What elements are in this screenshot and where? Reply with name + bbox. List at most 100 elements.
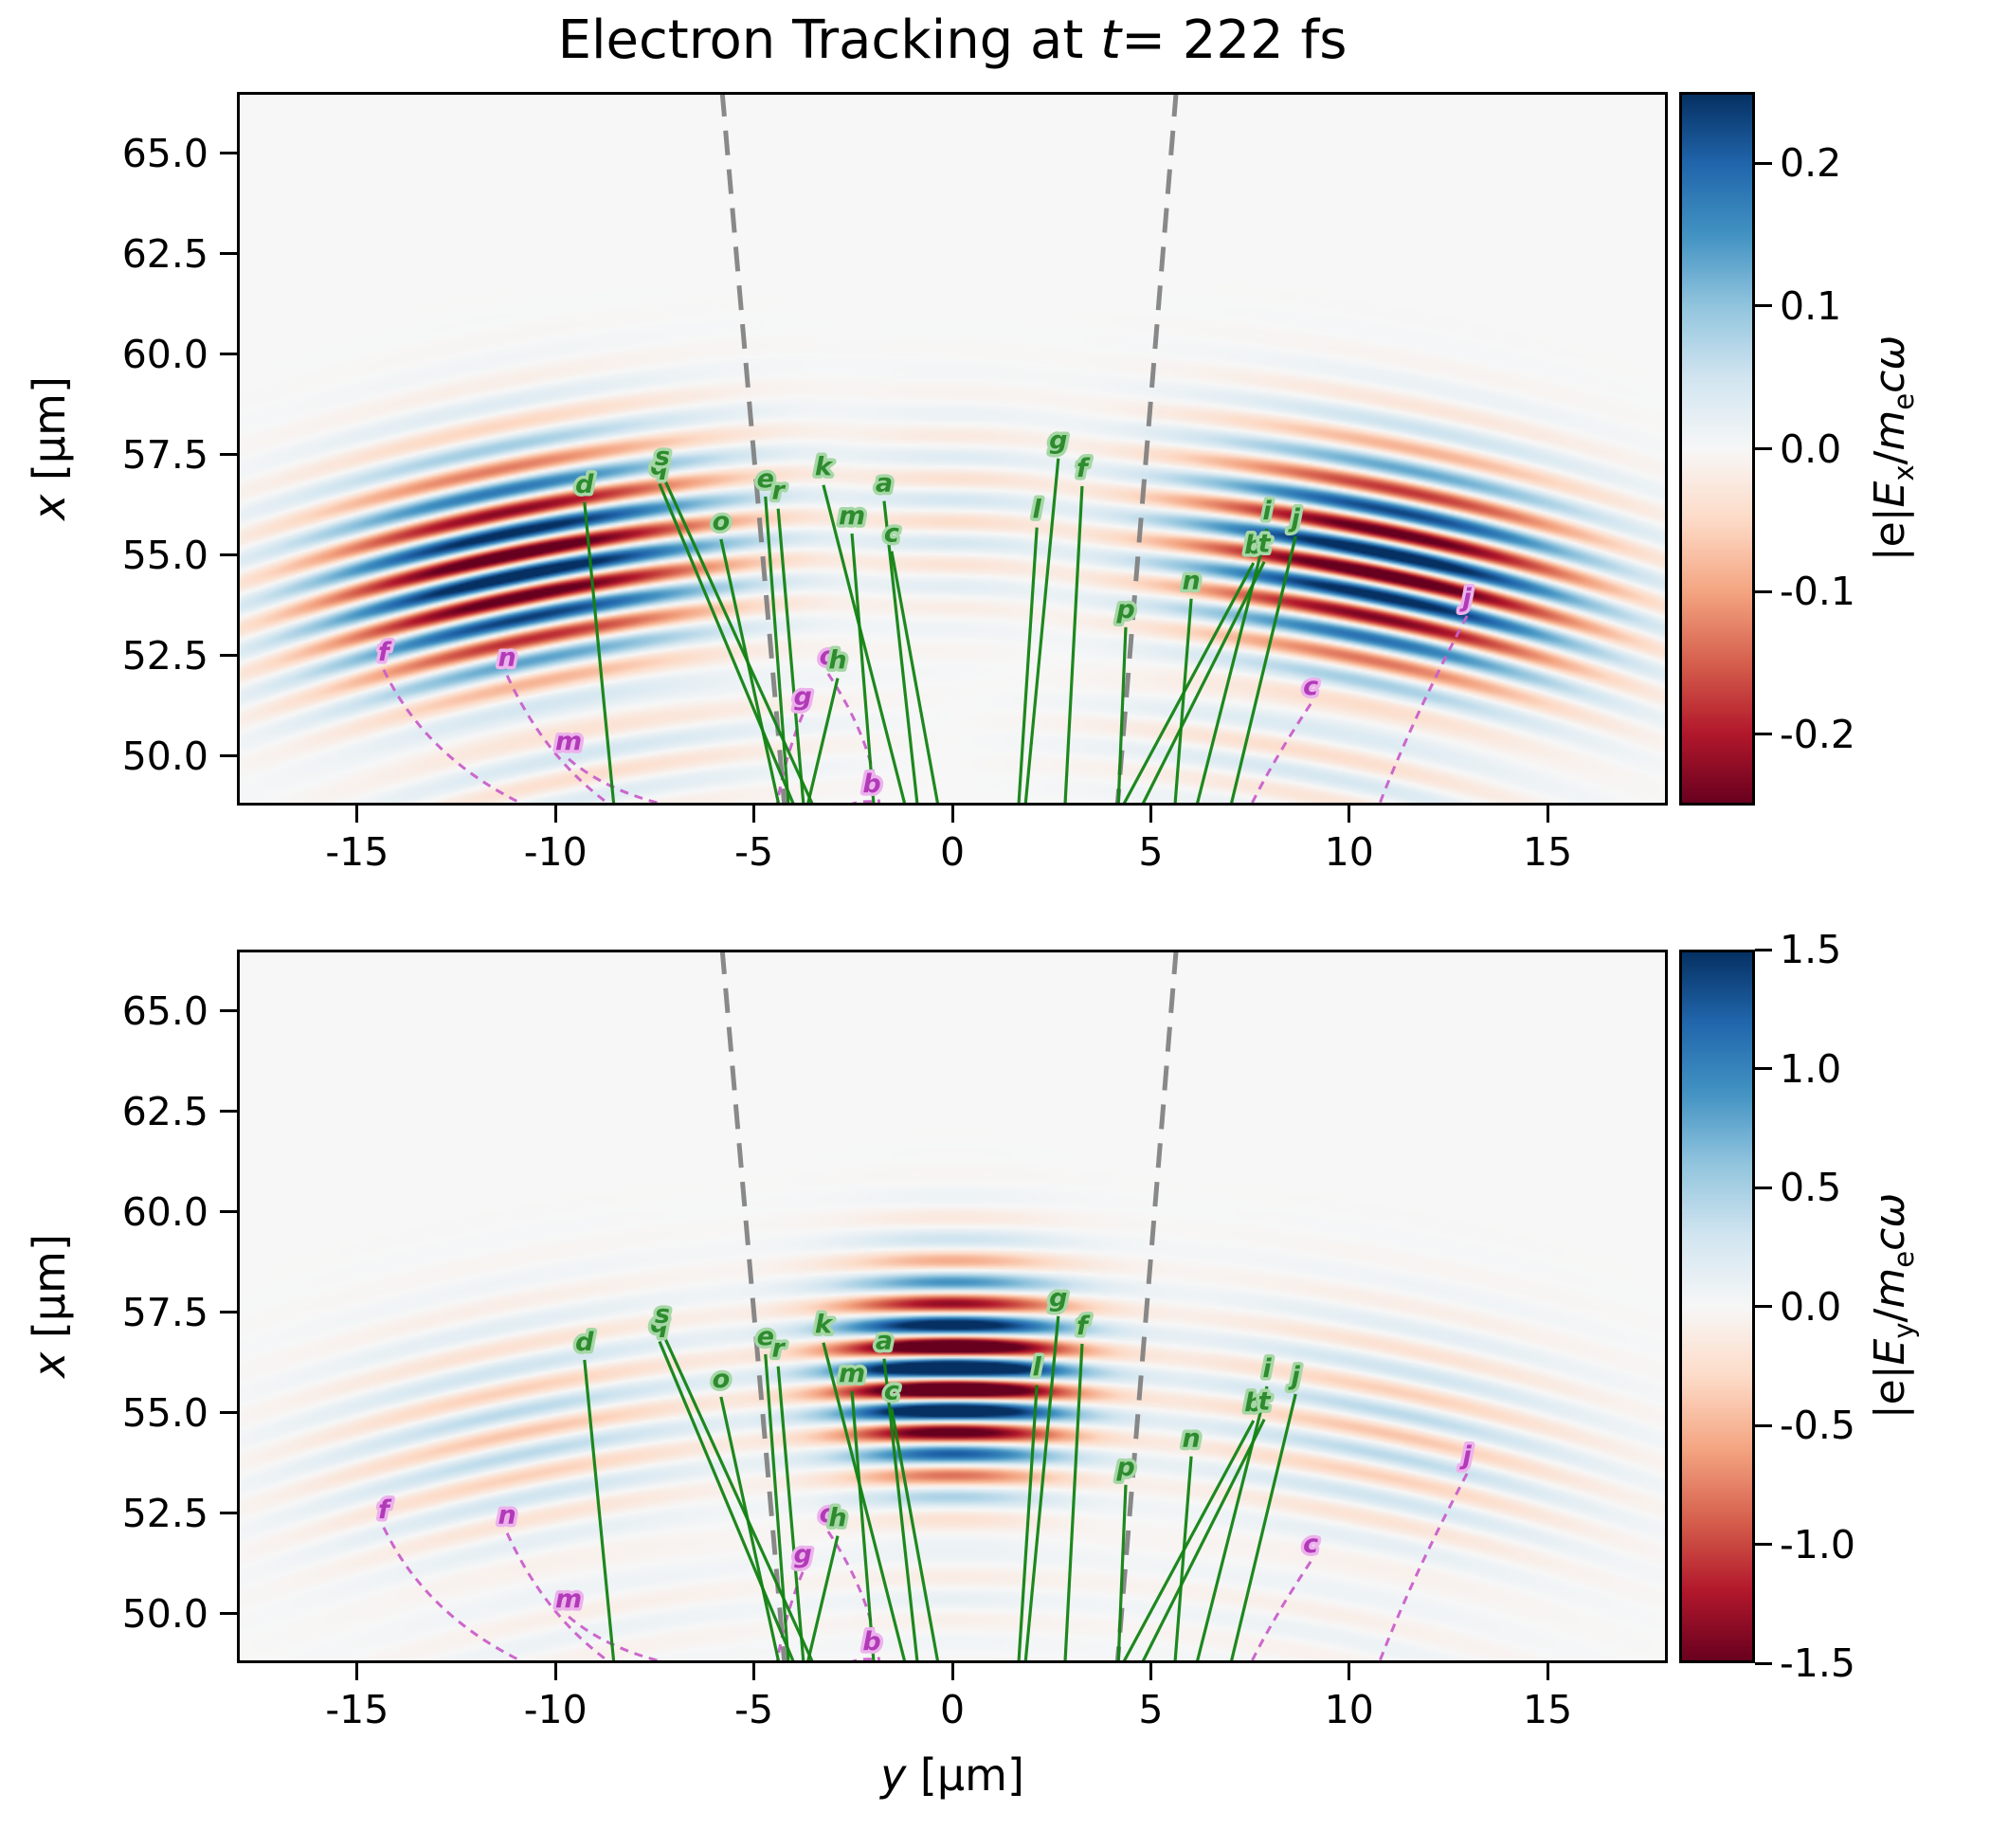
- track-label-green-h: h: [828, 646, 846, 676]
- Ey-ytick-mark: [220, 1612, 237, 1616]
- Ey-xtick-mark: [355, 1663, 359, 1680]
- Ex-xtick-mark: [355, 806, 359, 823]
- Ex-cbtick-label: 0.2: [1780, 140, 1842, 187]
- track-green-j: [1229, 1393, 1297, 1663]
- track-label-magenta-f: f: [378, 1495, 392, 1525]
- Ey-ytick-mark: [220, 1311, 237, 1314]
- track-label-green-i: i: [1262, 497, 1272, 526]
- Ey-xtick-label: 15: [1523, 1687, 1573, 1732]
- track-magenta-o: [826, 1531, 881, 1663]
- track-label-green-t: t: [1258, 530, 1272, 559]
- track-green-c: [890, 551, 940, 806]
- Ey-ytick-label: 60.0: [121, 1188, 208, 1235]
- track-label-green-q: q: [650, 451, 668, 480]
- Ey-xtick-label: -15: [325, 1687, 389, 1732]
- track-magenta-n: [505, 1532, 612, 1663]
- track-green-g: [1023, 458, 1060, 806]
- track-magenta-g: [775, 1571, 805, 1663]
- track-green-d: [583, 501, 616, 806]
- Ex-ytick-mark: [220, 553, 237, 557]
- Ey-ytick-label: 62.5: [121, 1088, 208, 1134]
- track-green-e: [764, 496, 790, 806]
- ylabel-unit: [μm]: [24, 376, 75, 495]
- Ex-ytick-label: 62.5: [121, 230, 208, 277]
- track-label-magenta-c: c: [1303, 1530, 1318, 1559]
- Ey-cbtick-label: 1.0: [1780, 1045, 1842, 1092]
- track-green-h: [805, 1535, 840, 1663]
- Ex-xtick-label: 10: [1324, 829, 1374, 875]
- cbar-ex-E: E: [1866, 480, 1914, 508]
- track-label-green-s: s: [655, 443, 670, 472]
- cone-line-left: [719, 950, 787, 1663]
- Ex-ytick-mark: [220, 152, 237, 155]
- Ex-ytick-mark: [220, 252, 237, 256]
- track-green-p: [1116, 1484, 1128, 1663]
- track-label-green-h: h: [828, 1504, 846, 1533]
- Ex-cbtick-mark: [1755, 161, 1772, 165]
- Ey-cbtick-mark: [1755, 1067, 1772, 1070]
- track-label-green-o: o: [713, 1365, 731, 1394]
- Ex-cbtick-label: 0.0: [1780, 426, 1842, 472]
- Ex-cbtick-mark: [1755, 447, 1772, 450]
- Ey-ytick-label: 65.0: [121, 987, 208, 1034]
- Ex-cbtick-mark: [1755, 733, 1772, 736]
- xlabel-unit: [μm]: [906, 1749, 1024, 1801]
- track-green-q: [658, 1340, 796, 1663]
- Ey-ytick-mark: [220, 1512, 237, 1515]
- track-label-green-n: n: [1182, 1424, 1200, 1454]
- Ey-cbtick-label: 1.5: [1780, 927, 1842, 972]
- Ex-ytick-label: 50.0: [121, 733, 208, 779]
- track-green-i: [1195, 528, 1269, 806]
- track-green-o: [719, 1396, 781, 1663]
- Ex-cbtick-label: 0.1: [1780, 282, 1842, 329]
- title-variable-t: t: [1100, 9, 1122, 71]
- track-label-magenta-n: n: [498, 643, 516, 673]
- x-axis-label: y [μm]: [237, 1749, 1668, 1801]
- track-label-green-l: l: [1033, 1353, 1042, 1383]
- track-green-n: [1173, 598, 1193, 806]
- track-label-magenta-m: m: [555, 727, 582, 756]
- track-label-green-s: s: [655, 1300, 670, 1330]
- title-value: = 222 fs: [1121, 9, 1348, 71]
- track-green-q: [658, 482, 796, 806]
- track-label-green-n: n: [1182, 567, 1200, 596]
- ylabel-unit: [μm]: [24, 1234, 75, 1352]
- track-label-green-j: j: [1288, 1362, 1301, 1391]
- cone-line-left: [719, 92, 787, 806]
- track-green-m: [850, 1390, 876, 1663]
- track-label-green-m: m: [839, 501, 865, 531]
- track-green-g: [1023, 1315, 1060, 1663]
- track-magenta-b: [847, 1658, 873, 1663]
- Ex-ytick-mark: [220, 353, 237, 356]
- track-label-green-j: j: [1288, 504, 1301, 534]
- track-magenta-m: [568, 1615, 669, 1663]
- track-label-green-d: d: [575, 470, 594, 499]
- Ey-ytick-label: 57.5: [121, 1289, 208, 1335]
- track-green-o: [719, 538, 781, 806]
- track-magenta-f: [382, 1527, 527, 1663]
- Ey-xtick-mark: [1348, 1663, 1351, 1680]
- Ex-ytick-label: 60.0: [121, 331, 208, 377]
- track-green-n: [1173, 1456, 1193, 1663]
- Ey-colorbar-gradient: [1679, 950, 1755, 1663]
- xlabel-var: y: [880, 1749, 907, 1801]
- track-green-s: [660, 474, 815, 806]
- track-green-r: [776, 1366, 805, 1663]
- track-green-m: [850, 533, 876, 806]
- Ey-xtick-label: 5: [1138, 1687, 1164, 1732]
- Ey-xtick-mark: [950, 1663, 954, 1680]
- track-green-a: [882, 500, 919, 806]
- Ey-cbtick-mark: [1755, 1305, 1772, 1308]
- track-green-p: [1116, 626, 1128, 806]
- track-label-green-g: g: [1049, 426, 1067, 456]
- track-label-green-p: p: [1115, 595, 1134, 625]
- title-text: Electron Tracking at: [557, 9, 1101, 71]
- track-label-green-l: l: [1033, 496, 1042, 525]
- track-label-green-m: m: [839, 1359, 865, 1388]
- track-magenta-j: [1377, 1473, 1469, 1663]
- track-magenta-c: [1249, 1560, 1312, 1663]
- track-green-d: [583, 1359, 616, 1663]
- track-label-magenta-c: c: [1303, 672, 1318, 701]
